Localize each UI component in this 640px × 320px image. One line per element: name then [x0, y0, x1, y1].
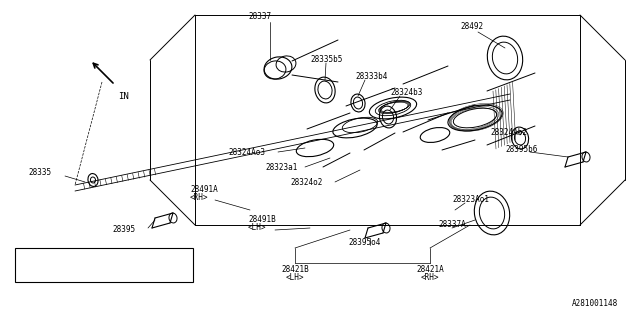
Text: 28337A: 28337A: [438, 220, 466, 229]
Text: 28324o2: 28324o2: [290, 178, 323, 187]
Text: 28335: 28335: [28, 168, 51, 177]
Text: 28324Ab2: 28324Ab2: [490, 128, 527, 137]
Text: 28491B: 28491B: [248, 215, 276, 224]
Text: 28395o4: 28395o4: [348, 238, 380, 247]
Text: 28395: 28395: [112, 225, 135, 234]
Text: <LH>: <LH>: [285, 273, 304, 282]
Text: 28421A: 28421A: [416, 265, 444, 274]
Text: 28323Ao1: 28323Ao1: [452, 195, 489, 204]
Text: <RH>: <RH>: [190, 193, 209, 202]
Text: 28492: 28492: [460, 22, 483, 31]
Text: 28323a1: 28323a1: [265, 163, 298, 172]
Text: 28423B (a1+a2+a3+a4): 28423B (a1+a2+a3+a4): [19, 253, 106, 260]
Text: IN: IN: [118, 92, 129, 101]
Text: A281001148: A281001148: [572, 299, 618, 308]
Text: 28335b5: 28335b5: [310, 55, 342, 64]
Text: 28333b4: 28333b4: [355, 72, 387, 81]
Text: 28395b6: 28395b6: [505, 145, 538, 154]
Text: 28337: 28337: [248, 12, 271, 21]
Text: 28491A: 28491A: [190, 185, 218, 194]
Text: 28324b3: 28324b3: [390, 88, 422, 97]
Bar: [15, 248, 193, 282]
Text: 28421B: 28421B: [281, 265, 309, 274]
Text: 28423C (b1+b2+b3+b4+b5+b6): 28423C (b1+b2+b3+b4+b5+b6): [19, 267, 132, 274]
Text: <RH>: <RH>: [420, 273, 439, 282]
Text: 28324Ao3: 28324Ao3: [228, 148, 265, 157]
Text: <LH>: <LH>: [248, 223, 266, 232]
